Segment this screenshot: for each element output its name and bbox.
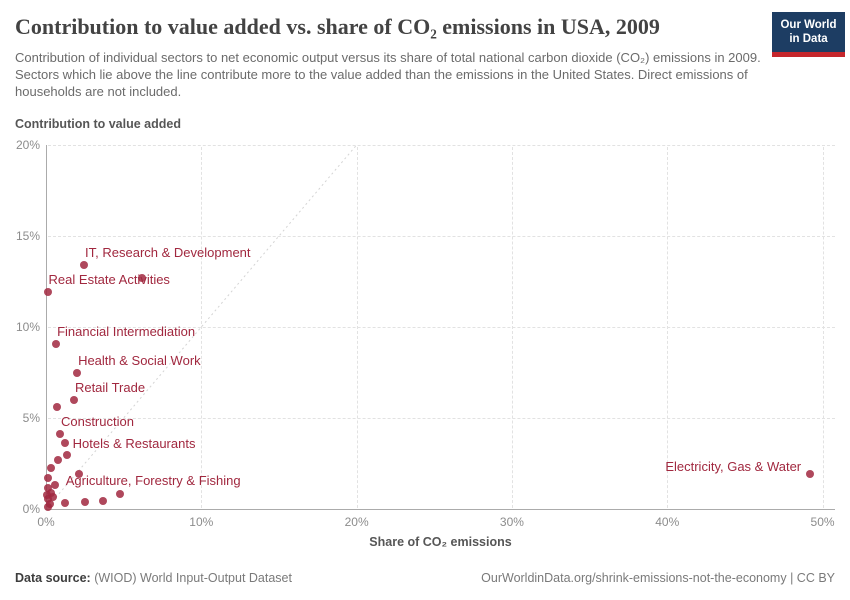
data-point-marker[interactable] [44, 484, 53, 493]
y-tick-label: 0% [22, 502, 40, 516]
data-point-marker[interactable] [806, 469, 815, 478]
y-gridline [48, 327, 835, 328]
y-gridline [48, 236, 835, 237]
y-tick-label: 5% [22, 411, 40, 425]
point-label: Hotels & Restaurants [72, 436, 196, 452]
x-gridline [511, 147, 513, 508]
point-label: Electricity, Gas & Water [665, 458, 802, 474]
y-tick-label: 15% [15, 229, 40, 243]
chart-footer: Data source: (WIOD) World Input-Output D… [15, 571, 835, 585]
data-point-marker[interactable] [48, 493, 57, 502]
data-point-marker[interactable] [47, 488, 56, 497]
data-point-marker[interactable] [98, 496, 107, 505]
x-tick-label: 30% [499, 515, 524, 529]
data-point-marker[interactable] [44, 474, 53, 483]
data-point-marker[interactable] [47, 464, 56, 473]
data-source: Data source: (WIOD) World Input-Output D… [15, 571, 292, 585]
owid-logo-stripe [772, 51, 845, 57]
data-point-marker[interactable] [80, 261, 89, 270]
x-tick-label: 20% [344, 515, 369, 529]
x-tick-label: 10% [189, 515, 214, 529]
chart-subtitle: Contribution of individual sectors to ne… [15, 50, 761, 99]
data-point-marker[interactable] [52, 403, 61, 412]
owid-logo-line1: Our World [780, 19, 837, 31]
y-tick-label: 20% [15, 138, 40, 152]
x-axis-line [46, 509, 835, 510]
x-tick-label: 0% [37, 515, 55, 529]
x-gridline [822, 147, 824, 508]
data-point-marker[interactable] [54, 455, 63, 464]
point-label: Real Estate Activities [48, 272, 170, 288]
y-axis-title: Contribution to value added [15, 117, 181, 131]
data-source-label: Data source: [15, 571, 91, 585]
owid-logo[interactable]: Our World in Data [772, 12, 845, 57]
x-axis-title: Share of CO₂ emissions [369, 535, 512, 549]
data-point-marker[interactable] [74, 470, 83, 479]
y-axis-line [46, 145, 47, 509]
y-gridline [48, 418, 835, 419]
point-label: Retail Trade [74, 379, 146, 395]
data-point-marker[interactable] [73, 368, 82, 377]
data-point-marker[interactable] [69, 395, 78, 404]
data-point-marker[interactable] [43, 503, 52, 512]
point-label: Health & Social Work [78, 352, 201, 368]
data-point-marker[interactable] [51, 481, 60, 490]
data-point-marker[interactable] [55, 430, 64, 439]
data-point-marker[interactable] [61, 498, 70, 507]
x-gridline [201, 147, 203, 508]
data-point-marker[interactable] [43, 288, 52, 297]
data-point-marker[interactable] [137, 273, 146, 282]
data-point-marker[interactable] [60, 439, 69, 448]
point-label: Agriculture, Forestry & Fishing [65, 472, 241, 488]
scatter-plot: 0% 5% 10% 15% 20% 0% 10% 20% 30% 40% 50% IT, Resear… [16, 138, 835, 529]
data-point-marker[interactable] [80, 497, 89, 506]
data-point-marker[interactable] [115, 489, 124, 498]
owid-logo-text: Our World in Data [772, 12, 845, 52]
x-gridline [667, 147, 669, 508]
point-label: IT, Research & Development [85, 245, 251, 261]
x-gridline [356, 147, 358, 508]
point-label: Financial Intermediation [57, 324, 196, 340]
y-tick-label: 10% [15, 320, 40, 334]
y-gridline [48, 145, 835, 146]
credit-line: OurWorldinData.org/shrink-emissions-not-… [481, 571, 835, 585]
data-point-marker[interactable] [62, 451, 71, 460]
data-point-marker[interactable] [44, 494, 53, 503]
point-label: Construction [60, 414, 134, 430]
chart-title: Contribution to value added vs. share of… [15, 14, 660, 39]
owid-logo-line2: in Data [789, 33, 828, 46]
x-tick-label: 40% [655, 515, 680, 529]
x-tick-label: 50% [810, 515, 835, 529]
data-source-value: (WIOD) World Input-Output Dataset [94, 571, 292, 585]
data-point-marker[interactable] [52, 340, 61, 349]
